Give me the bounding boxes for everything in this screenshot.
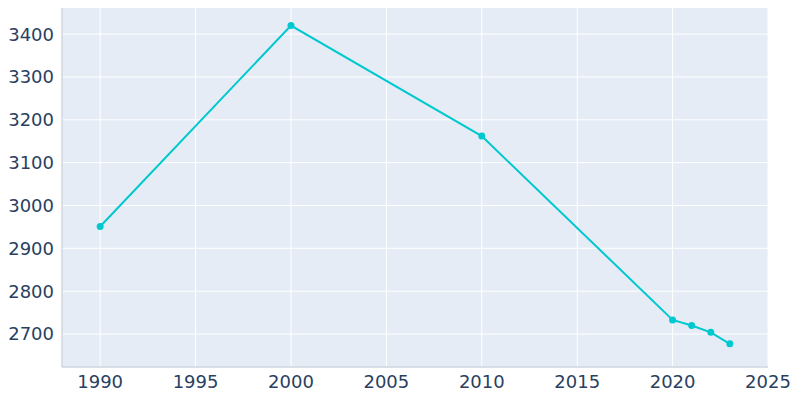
- svg-text:3300: 3300: [8, 66, 54, 87]
- svg-text:3200: 3200: [8, 109, 54, 130]
- svg-text:2020: 2020: [650, 371, 696, 392]
- svg-text:2010: 2010: [459, 371, 505, 392]
- svg-text:2800: 2800: [8, 281, 54, 302]
- svg-text:2700: 2700: [8, 323, 54, 344]
- svg-text:2000: 2000: [268, 371, 314, 392]
- svg-text:2900: 2900: [8, 238, 54, 259]
- svg-text:1990: 1990: [77, 371, 123, 392]
- svg-text:2025: 2025: [745, 371, 791, 392]
- svg-text:2015: 2015: [554, 371, 600, 392]
- svg-text:3400: 3400: [8, 24, 54, 45]
- svg-text:1995: 1995: [173, 371, 219, 392]
- svg-text:2005: 2005: [363, 371, 409, 392]
- svg-text:3100: 3100: [8, 152, 54, 173]
- svg-text:3000: 3000: [8, 195, 54, 216]
